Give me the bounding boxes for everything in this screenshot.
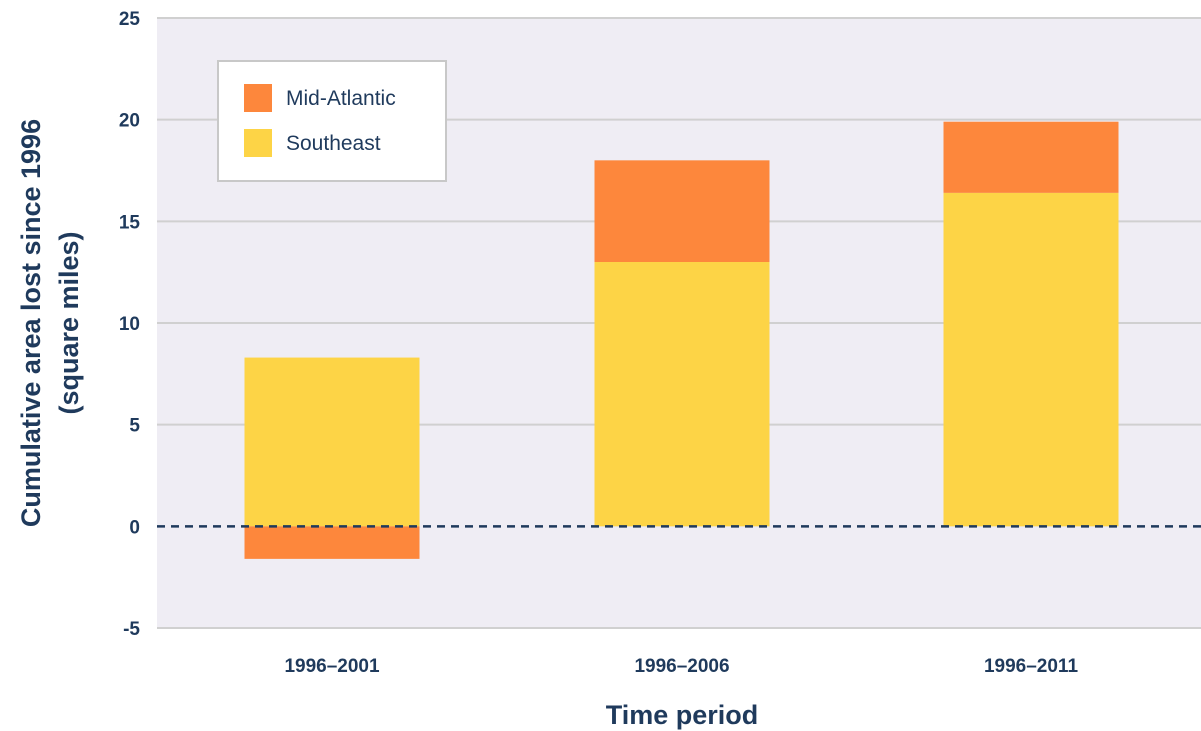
- x-category-label: 1996–2001: [284, 656, 380, 677]
- y-axis-ticks: -5 0 5 10 15 20 25: [119, 9, 141, 640]
- legend-swatch-southeast: [244, 129, 272, 157]
- bar-southeast-1: [244, 357, 420, 527]
- y-axis-title: Cumulative area lost since 1996 (square m…: [16, 119, 84, 527]
- y-tick-label: 15: [119, 212, 141, 233]
- y-tick-label: 20: [119, 111, 140, 132]
- y-axis-title-line-1: Cumulative area lost since 1996: [16, 119, 46, 527]
- y-tick-label: -5: [123, 619, 140, 640]
- bar-mid-atlantic-1: [244, 526, 420, 559]
- x-axis-title: Time period: [606, 700, 759, 730]
- legend-label: Southeast: [286, 132, 381, 155]
- legend: Mid-Atlantic Southeast: [217, 60, 447, 182]
- bar-mid-atlantic-2: [594, 160, 770, 262]
- legend-swatch-mid-atlantic: [244, 84, 272, 112]
- x-category-label: 1996–2011: [984, 656, 1078, 677]
- y-axis-title-line-2: (square miles): [54, 231, 84, 414]
- legend-label: Mid-Atlantic: [286, 87, 396, 110]
- bar-mid-atlantic-3: [943, 121, 1119, 193]
- y-tick-label: 25: [119, 9, 141, 30]
- bar-southeast-3: [943, 192, 1119, 527]
- y-tick-label: 5: [129, 416, 140, 437]
- x-category-label: 1996–2006: [634, 656, 729, 677]
- legend-box: [217, 60, 447, 182]
- bars: [244, 121, 1119, 559]
- bar-southeast-2: [594, 262, 770, 527]
- x-axis-categories: 1996–2001 1996–2006 1996–2011: [284, 656, 1078, 677]
- y-tick-label: 10: [119, 314, 140, 335]
- y-tick-label: 0: [129, 517, 140, 538]
